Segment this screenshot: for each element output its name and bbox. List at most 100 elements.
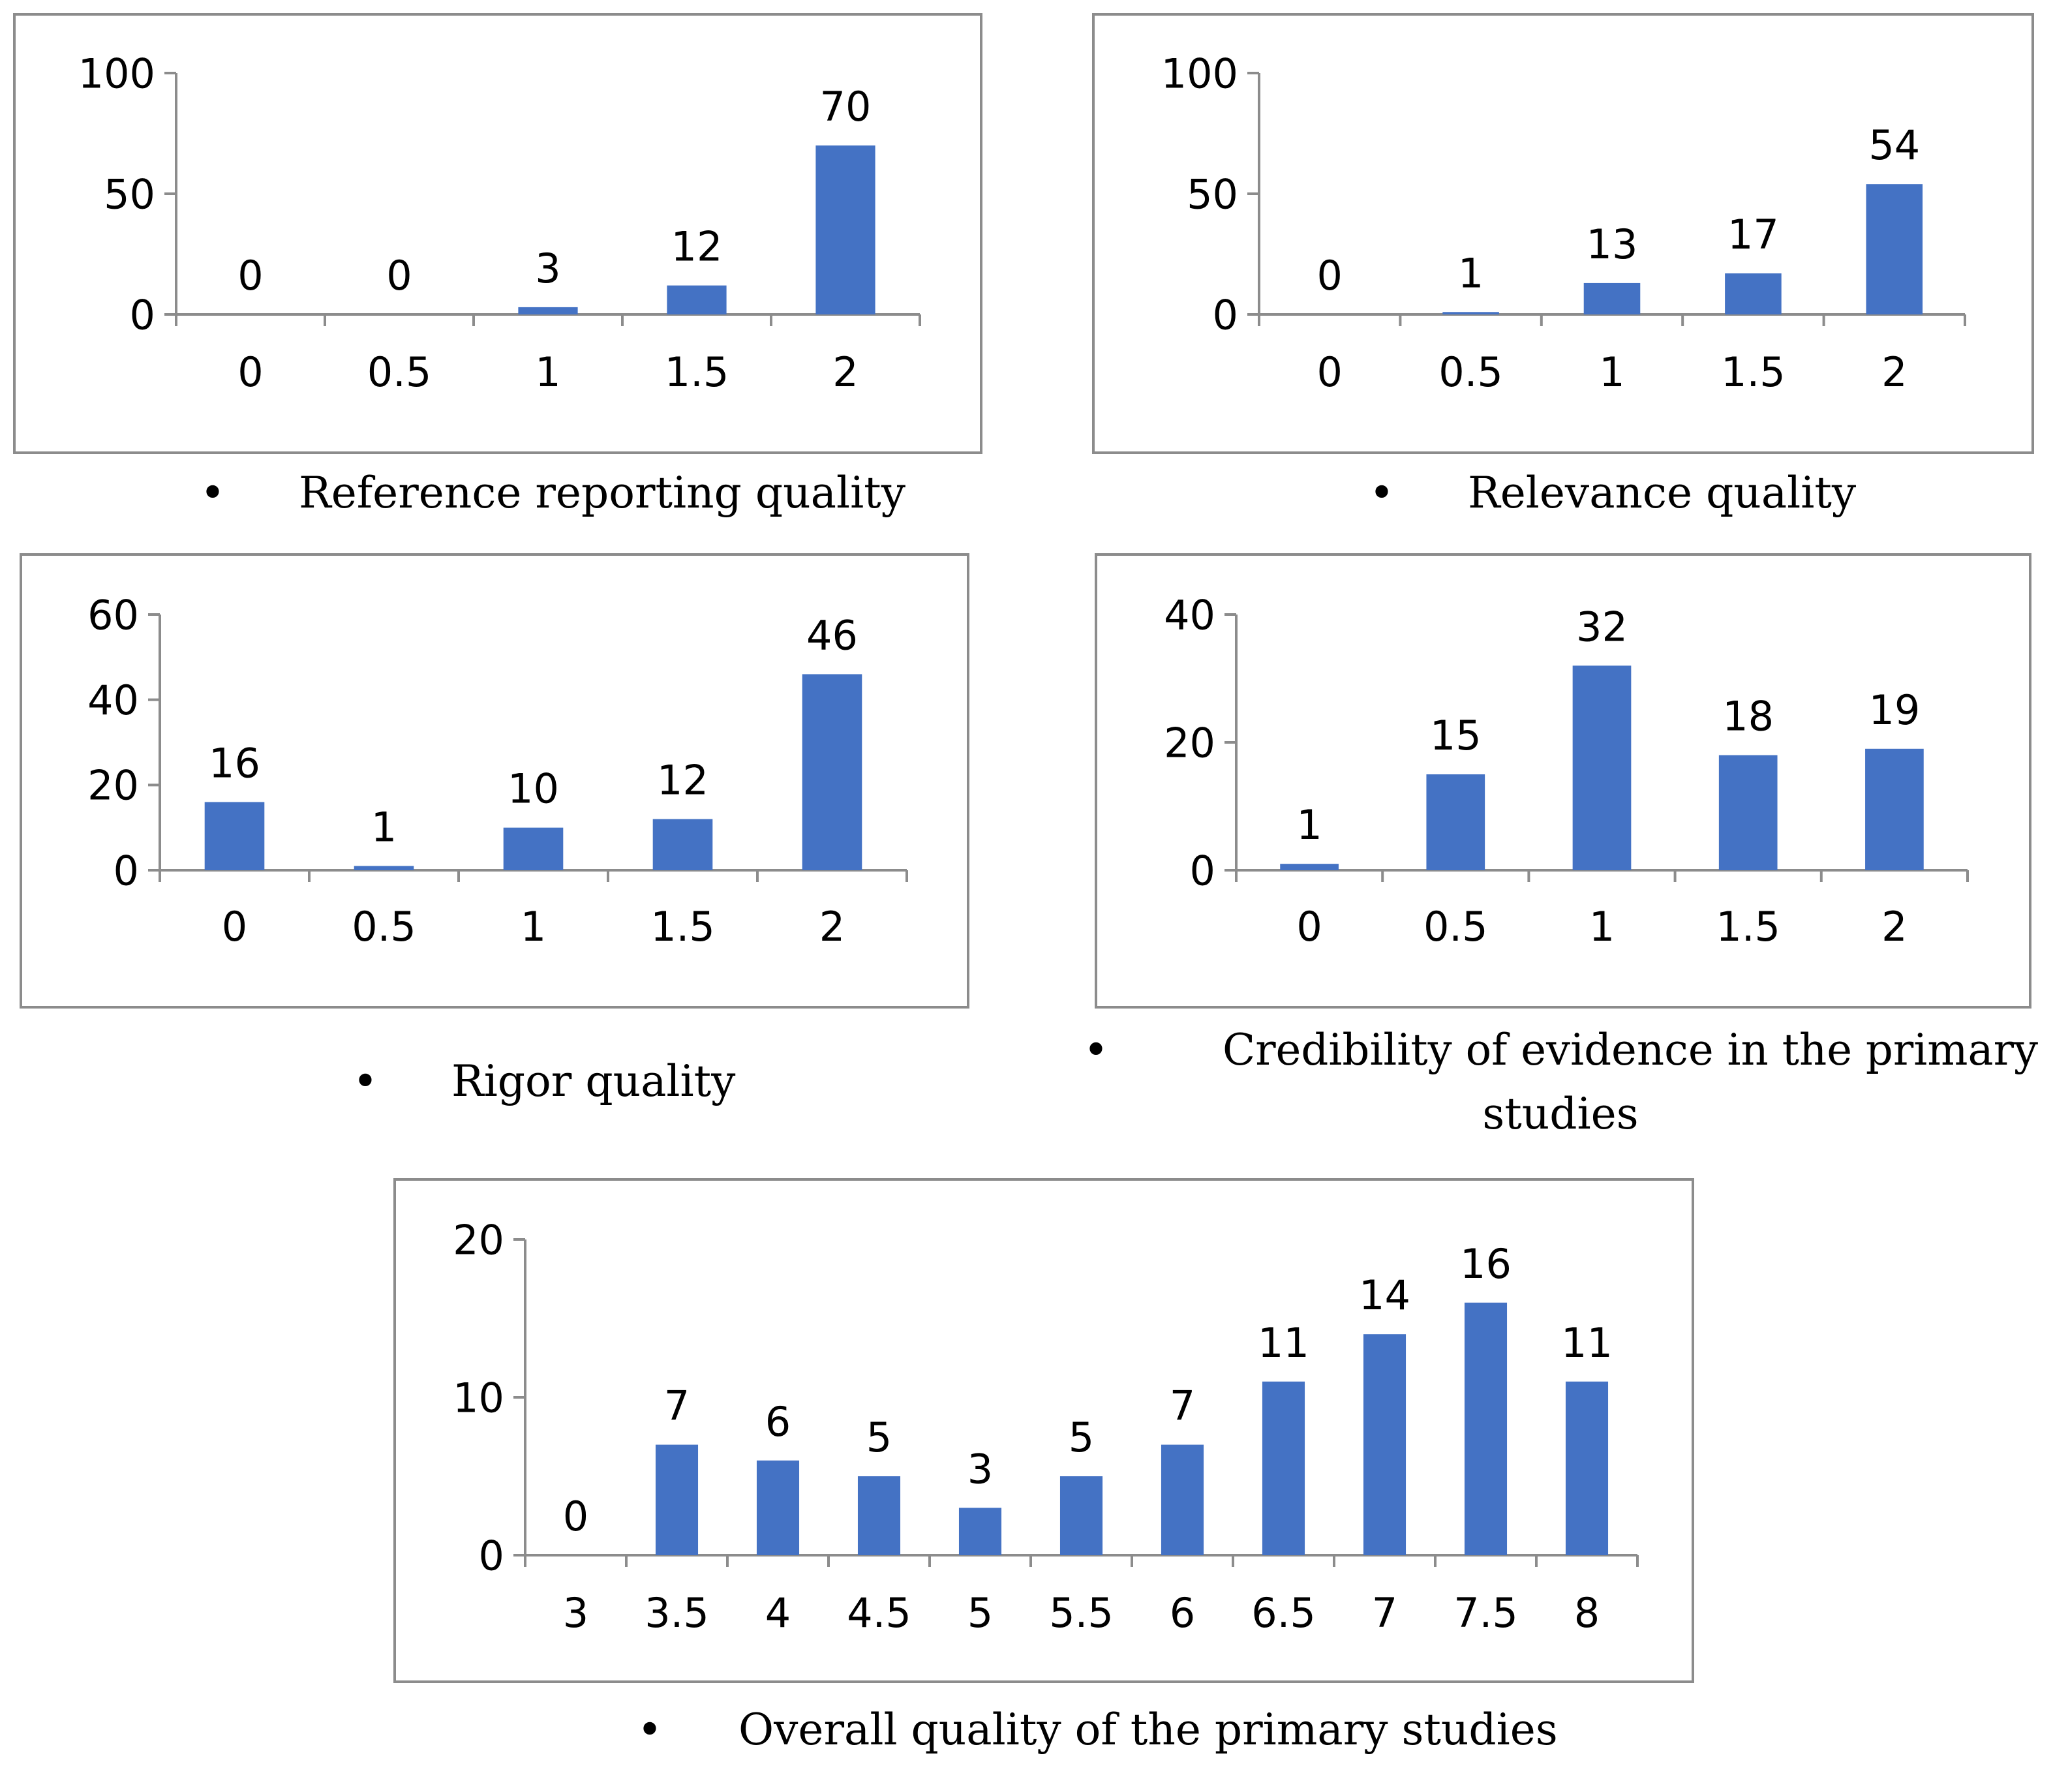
chart-caption: Relevance quality — [1468, 468, 1857, 518]
chart-panel-5: 01020303.57464.55535.55676.5117147.51681… — [393, 1178, 1694, 1755]
x-tick-label: 0 — [1296, 903, 1322, 950]
x-tick-label: 0.5 — [1438, 348, 1503, 396]
x-tick-label: 0.5 — [352, 903, 416, 950]
bar — [354, 866, 414, 870]
data-label: 1 — [371, 803, 397, 851]
data-label: 18 — [1722, 693, 1774, 740]
bar — [1865, 748, 1924, 870]
data-label: 1 — [1296, 801, 1322, 849]
bar — [1262, 1381, 1305, 1555]
data-label: 7 — [1170, 1382, 1195, 1430]
x-tick-label: 8 — [1574, 1589, 1600, 1637]
data-label: 3 — [535, 245, 560, 292]
bar — [667, 285, 727, 314]
x-tick-label: 2 — [1881, 903, 1907, 950]
bar — [503, 827, 564, 870]
x-tick-label: 1 — [1599, 348, 1624, 396]
bar — [1363, 1334, 1407, 1555]
y-tick-label: 100 — [78, 50, 155, 97]
chart-panel-1: 0 50 100 0 0 0.5 0 1 3 1.5 12 2 70 • Reference reporti… — [13, 13, 982, 518]
y-tick-label: 0 — [1190, 847, 1215, 894]
data-label: 5 — [1069, 1414, 1094, 1461]
y-tick-label: 40 — [87, 676, 139, 724]
data-label: 32 — [1576, 603, 1628, 650]
y-tick-label: 20 — [453, 1216, 504, 1264]
data-label: 13 — [1587, 220, 1638, 268]
bullet-icon: • — [637, 1705, 663, 1755]
data-label: 11 — [1561, 1319, 1613, 1367]
data-label: 0 — [563, 1493, 588, 1540]
data-label: 16 — [1460, 1240, 1512, 1288]
data-label: 12 — [671, 223, 723, 271]
x-tick-label: 3.5 — [645, 1589, 709, 1637]
x-tick-label: 0 — [237, 348, 263, 396]
data-label: 3 — [967, 1445, 993, 1493]
x-tick-label: 0.5 — [367, 348, 432, 396]
x-tick-label: 6.5 — [1251, 1589, 1316, 1637]
x-tick-label: 7 — [1372, 1589, 1397, 1637]
x-tick-label: 1.5 — [1716, 903, 1780, 950]
x-tick-label: 5.5 — [1049, 1589, 1114, 1637]
x-tick-label: 2 — [1881, 348, 1907, 396]
data-label: 14 — [1359, 1271, 1410, 1319]
x-tick-label: 6 — [1170, 1589, 1195, 1637]
bar — [1426, 774, 1485, 870]
y-tick-label: 50 — [104, 170, 155, 218]
data-label: 0 — [386, 252, 412, 299]
data-label: 17 — [1727, 211, 1779, 258]
y-tick-label: 20 — [1164, 719, 1215, 767]
chart-panel-3: 0 20 40 60 0 16 0.5 1 1 10 1.5 12 2 46 • Rigor quality — [20, 553, 969, 1106]
data-label: 19 — [1868, 686, 1920, 734]
data-label: 0 — [1316, 252, 1342, 299]
data-label: 46 — [806, 611, 858, 659]
bar — [655, 1444, 699, 1555]
x-tick-label: 1.5 — [650, 903, 715, 950]
x-tick-label: 0 — [1316, 348, 1342, 396]
data-label: 7 — [664, 1382, 690, 1430]
x-tick-label: 3 — [563, 1589, 588, 1637]
x-tick-label: 7.5 — [1453, 1589, 1518, 1637]
chart-caption: Credibility of evidence in the primary — [1223, 1025, 2039, 1075]
bar — [1583, 282, 1641, 314]
bar — [1866, 184, 1923, 314]
x-tick-label: 1 — [1589, 903, 1615, 950]
y-tick-label: 50 — [1187, 170, 1238, 218]
x-tick-label: 4.5 — [847, 1589, 911, 1637]
chart-caption: Reference reporting quality — [299, 468, 906, 518]
bullet-icon: • — [1369, 468, 1395, 518]
data-label: 5 — [866, 1414, 892, 1461]
chart-panel-4: 0 20 40 0 1 0.5 15 1 32 1.5 18 2 19 • Credibility of e… — [1084, 553, 2039, 1139]
bar — [1464, 1302, 1508, 1555]
data-label: 11 — [1258, 1319, 1309, 1367]
bar — [1161, 1444, 1204, 1555]
bar — [518, 307, 578, 314]
x-tick-label: 2 — [819, 903, 845, 950]
bullet-icon: • — [353, 1056, 378, 1106]
data-label: 12 — [657, 757, 708, 804]
y-tick-label: 60 — [87, 591, 139, 639]
chart-caption-continued: studies — [1482, 1089, 1638, 1139]
chart-caption: Rigor quality — [451, 1056, 736, 1106]
y-tick-label: 40 — [1164, 591, 1215, 639]
bar — [958, 1508, 1002, 1555]
y-tick-label: 20 — [87, 762, 139, 810]
bar — [1718, 755, 1778, 870]
y-tick-label: 0 — [1213, 291, 1238, 339]
data-label: 1 — [1458, 249, 1483, 297]
x-tick-label: 0 — [222, 903, 247, 950]
y-tick-label: 10 — [453, 1374, 504, 1421]
x-tick-label: 5 — [967, 1589, 993, 1637]
data-label: 6 — [765, 1398, 791, 1446]
x-tick-label: 1.5 — [1721, 348, 1786, 396]
chart-panel-2: 0 50 100 0 0 0.5 1 1 13 1.5 17 2 54 • Relevance qualit… — [1092, 13, 2034, 518]
bar — [815, 145, 875, 314]
x-tick-label: 1 — [535, 348, 560, 396]
y-tick-label: 0 — [130, 291, 155, 339]
y-tick-label: 0 — [114, 847, 139, 894]
bar — [1572, 665, 1632, 870]
data-label: 15 — [1430, 712, 1482, 759]
bullet-icon: • — [1084, 1025, 1109, 1075]
data-label: 0 — [237, 252, 263, 299]
y-tick-label: 0 — [479, 1532, 504, 1579]
